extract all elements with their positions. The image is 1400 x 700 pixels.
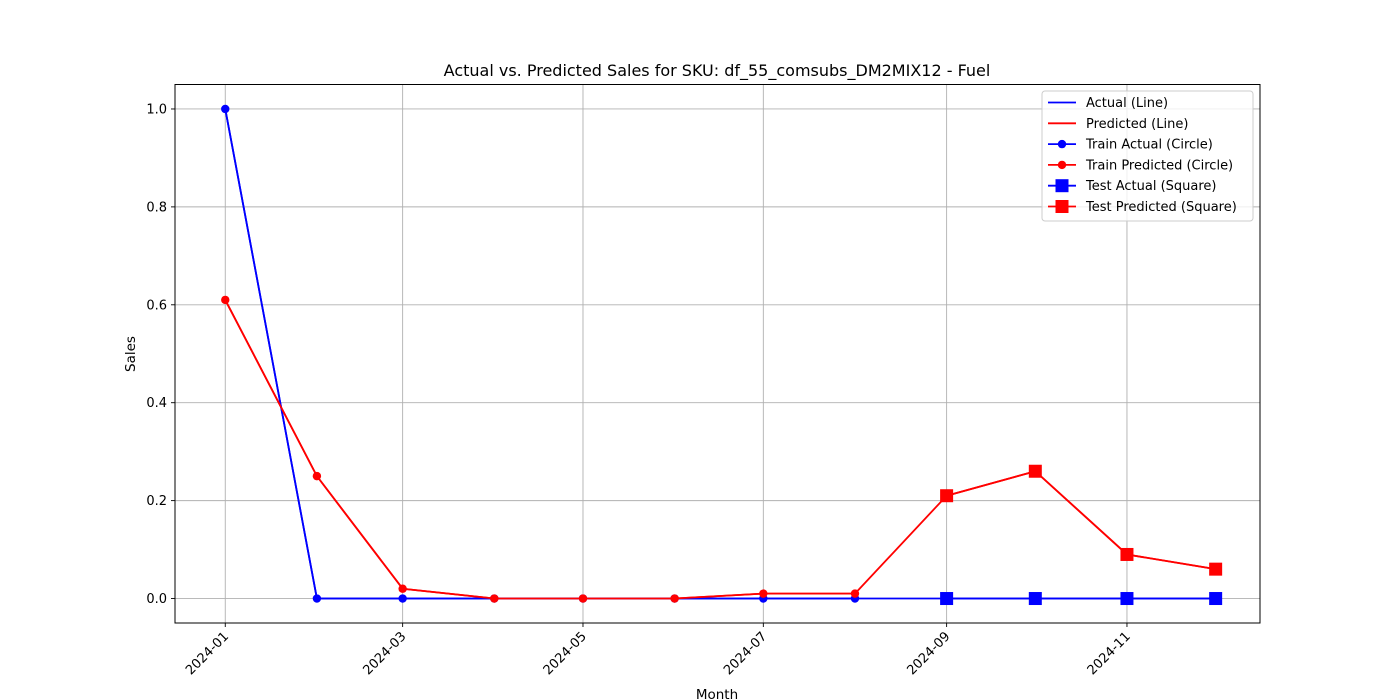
data-point-circle xyxy=(759,589,768,598)
data-point-circle xyxy=(490,594,499,603)
legend-marker-square xyxy=(1055,179,1069,193)
data-point-circle xyxy=(850,589,860,598)
series-test-predicted-square xyxy=(940,464,1223,576)
axis-ticks: 0.0 0.2 0.4 0.6 0.8 1.0 2024-01 2024-03 2024-05 2… xyxy=(146,102,1133,678)
plot-frame xyxy=(174,84,1261,624)
y-tick-label: 0.6 xyxy=(146,298,167,313)
x-tick-label: 2024-03 xyxy=(360,629,409,678)
data-point-circle xyxy=(670,594,679,603)
data-point-square xyxy=(1209,562,1223,576)
legend-marker-square xyxy=(1055,200,1069,213)
legend-item: Train Predicted (Circle) xyxy=(1048,158,1233,173)
legend: Actual (Line) Predicted (Line) Train Actua… xyxy=(1041,90,1254,222)
legend-frame xyxy=(1041,90,1254,222)
data-point-circle xyxy=(312,594,322,603)
y-tick-label: 0.2 xyxy=(146,494,167,509)
y-axis-label: Sales xyxy=(123,336,139,372)
x-tick-label: 2024-07 xyxy=(721,629,770,678)
legend-label: Test Predicted (Square) xyxy=(1085,200,1237,215)
data-point-square xyxy=(1120,547,1134,561)
data-point-square xyxy=(1028,592,1042,606)
y-tick-label: 0.0 xyxy=(146,592,167,607)
series-line xyxy=(946,470,1216,571)
y-tick-label: 0.8 xyxy=(146,200,167,215)
data-point-square xyxy=(940,489,954,503)
legend-marker-circle xyxy=(1057,160,1067,170)
data-point-circle xyxy=(578,594,588,603)
x-tick-label: 2024-11 xyxy=(1085,629,1134,678)
legend-label: Train Actual (Circle) xyxy=(1085,138,1213,153)
data-point-circle xyxy=(398,594,407,603)
legend-marker-circle xyxy=(1057,139,1067,149)
data-point-square xyxy=(1120,592,1134,606)
x-axis-label: Month xyxy=(696,687,738,700)
x-tick-label: 2024-09 xyxy=(904,629,953,678)
data-point-circle xyxy=(221,295,230,305)
legend-label: Test Actual (Square) xyxy=(1085,179,1217,194)
series-layer xyxy=(221,104,1223,606)
data-point-circle xyxy=(398,584,407,593)
chart-title: Actual vs. Predicted Sales for SKU: df_5… xyxy=(444,61,991,81)
legend-item: Predicted (Line) xyxy=(1048,117,1188,132)
series-test-actual-square xyxy=(940,592,1223,606)
data-point-square xyxy=(940,592,954,606)
legend-label: Train Predicted (Circle) xyxy=(1085,158,1233,173)
legend-label: Predicted (Line) xyxy=(1086,117,1188,132)
y-tick-label: 1.0 xyxy=(146,102,167,117)
x-tick-label: 2024-01 xyxy=(183,629,232,678)
legend-item: Actual (Line) xyxy=(1048,96,1168,111)
legend-item: Test Predicted (Square) xyxy=(1048,200,1237,215)
x-tick-label: 2024-05 xyxy=(541,629,590,678)
y-tick-label: 0.4 xyxy=(146,396,167,411)
data-point-circle xyxy=(221,104,230,114)
data-point-square xyxy=(1209,592,1223,606)
series-train-predicted-circle xyxy=(221,295,860,603)
series-line xyxy=(224,108,855,600)
legend-label: Actual (Line) xyxy=(1086,96,1168,111)
legend-item: Train Actual (Circle) xyxy=(1048,138,1213,153)
series-line xyxy=(224,299,1216,600)
data-point-circle xyxy=(312,471,322,481)
data-point-square xyxy=(1028,464,1042,478)
series-predicted-line xyxy=(224,299,1216,600)
legend-item: Test Actual (Square) xyxy=(1048,179,1217,194)
series-line xyxy=(224,299,855,600)
